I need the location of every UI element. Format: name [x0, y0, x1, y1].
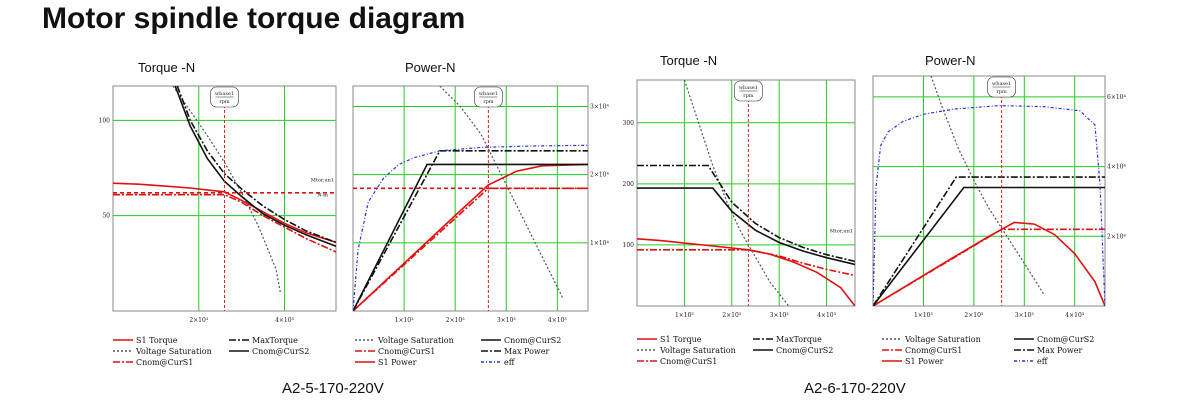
marker-label-top-m1c1: wbase1 [992, 81, 1011, 87]
legend-label-m1c1-4: S1 Power [905, 357, 944, 366]
legend-label-m1c0-0: S1 Torque [660, 335, 702, 344]
series-line-m1c0-4 [637, 187, 855, 266]
legend-label-m0c0-0: S1 Torque [136, 336, 178, 345]
x-tick-label-m1c0-1: 2×10³ [722, 312, 741, 319]
model-label-a26: A2-6-170-220V [804, 380, 906, 397]
legend-label-m0c1-5: eff [504, 358, 516, 367]
legend-label-m0c0-2: Voltage Saturation [135, 347, 212, 356]
series-line-m1c0-1 [683, 80, 790, 306]
x-tick-label-m0c1-3: 4×10³ [548, 317, 567, 324]
legend-label-m0c0-1: MaxTorque [252, 336, 298, 345]
legend-label-m0c0-4: Cnom@CurS1 [136, 358, 193, 367]
legend-label-m0c1-1: Cnom@CurS2 [504, 336, 561, 345]
x-tick-label-m0c1-1: 2×10³ [446, 317, 465, 324]
x-tick-label-m0c0-0: 2×10³ [189, 317, 208, 324]
legend-label-m1c0-2: Voltage Saturation [659, 346, 736, 355]
series-line-m0c0-3 [176, 86, 336, 244]
marker-label-top-m1c0: wbase1 [739, 85, 758, 91]
series-line-m0c0-4 [174, 86, 336, 247]
x-tick-label-m1c1-3: 4×10³ [1065, 312, 1084, 319]
y-tick-label-m0c0-0: 50 [102, 213, 110, 220]
chart-title-power-a25: Power-N [405, 60, 456, 75]
x-tick-label-m0c1-0: 1×10³ [395, 317, 414, 324]
y-tick-label-right-m0c1-1: 2×10⁴ [590, 172, 609, 179]
y-tick-label-m1c0-1: 200 [623, 181, 635, 188]
y-tick-label-right-m0c1-2: 3×10⁴ [590, 103, 609, 110]
hline-label-top-m0c0: Mtor,un1 [311, 177, 334, 183]
x-tick-label-m1c0-3: 4×10³ [817, 312, 836, 319]
x-tick-label-m1c1-0: 1×10³ [914, 312, 933, 319]
x-tick-label-m1c1-2: 3×10³ [1015, 312, 1034, 319]
series-line-m1c1-1 [873, 228, 1105, 306]
chart-title-power-a26: Power-N [925, 53, 976, 68]
page-title: Motor spindle torque diagram [42, 2, 466, 35]
y-tick-label-m0c0-1: 100 [99, 117, 111, 124]
legend-label-m1c0-4: Cnom@CurS1 [660, 357, 717, 366]
series-line-m0c0-1 [172, 86, 281, 293]
hline-label-top-m1c0: Mtor,un1 [830, 229, 853, 235]
series-line-m1c1-2 [873, 221, 1105, 306]
y-tick-label-m1c0-2: 300 [623, 120, 635, 127]
y-tick-label-m1c0-0: 100 [623, 242, 635, 249]
legend-label-m1c0-1: MaxTorque [776, 335, 822, 344]
legend-label-m1c1-2: Cnom@CurS1 [905, 346, 962, 355]
chart-title-torque-a26: Torque -N [660, 53, 718, 68]
series-line-m1c1-4 [873, 176, 1105, 306]
legend-label-m1c0-3: Cnom@CurS2 [776, 346, 833, 355]
plot-frame-m1c1 [872, 75, 1106, 307]
series-line-m1c1-3 [873, 186, 1105, 306]
legend-label-m1c1-5: eff [1037, 357, 1049, 366]
plot-frame-m0c1 [352, 85, 589, 312]
model-label-a25: A2-5-170-220V [282, 380, 384, 397]
x-tick-label-m1c0-0: 1×10³ [675, 312, 694, 319]
x-tick-label-m1c1-1: 2×10³ [964, 312, 983, 319]
series-line-m0c1-3 [353, 163, 588, 311]
legend-label-m0c1-2: Cnom@CurS1 [378, 347, 435, 356]
series-line-m0c1-0 [439, 86, 564, 298]
series-line-m0c1-5 [353, 144, 588, 311]
marker-label-bottom-m0c0: rpm [219, 99, 230, 105]
series-line-m1c0-2 [637, 249, 855, 277]
legend-label-m1c1-3: Max Power [1037, 346, 1082, 355]
chart-title-torque-a25: Torque -N [138, 60, 196, 75]
plot-frame-m1c0 [636, 79, 856, 307]
legend-label-m1c1-0: Voltage Saturation [904, 335, 981, 344]
series-line-m1c1-0 [930, 76, 1046, 296]
series-line-m0c0-2 [113, 193, 336, 253]
legend-label-m0c0-3: Cnom@CurS2 [252, 347, 309, 356]
legend-label-m0c1-0: Voltage Saturation [377, 336, 454, 345]
series-line-m0c1-2 [353, 163, 588, 311]
y-tick-label-right-m1c1-2: 6×10⁴ [1107, 94, 1126, 101]
y-tick-label-right-m1c1-0: 2×10⁴ [1107, 233, 1126, 240]
marker-label-top-m0c0: wbase1 [215, 91, 234, 97]
legend-label-m0c1-3: Max Power [504, 347, 549, 356]
marker-label-bottom-m1c0: rpm [743, 93, 754, 99]
series-line-m1c0-0 [637, 238, 855, 306]
legend-label-m0c1-4: S1 Power [378, 358, 417, 367]
marker-label-top-m0c1: wbase1 [479, 91, 498, 97]
series-line-m1c0-3 [637, 164, 855, 263]
x-tick-label-m0c0-1: 4×10³ [275, 317, 294, 324]
y-tick-label-right-m1c1-1: 4×10⁴ [1107, 164, 1126, 171]
marker-label-bottom-m1c1: rpm [996, 89, 1007, 95]
hline-label-bottom-m0c0: N-m [317, 193, 328, 199]
series-line-m1c1-5 [873, 104, 1105, 306]
x-tick-label-m0c1-2: 3×10³ [497, 317, 516, 324]
series-line-m0c1-1 [353, 187, 588, 311]
marker-label-bottom-m0c1: rpm [483, 99, 494, 105]
y-tick-label-right-m0c1-0: 1×10⁴ [590, 240, 609, 247]
legend-label-m1c1-1: Cnom@CurS2 [1037, 335, 1094, 344]
x-tick-label-m1c0-2: 3×10³ [770, 312, 789, 319]
